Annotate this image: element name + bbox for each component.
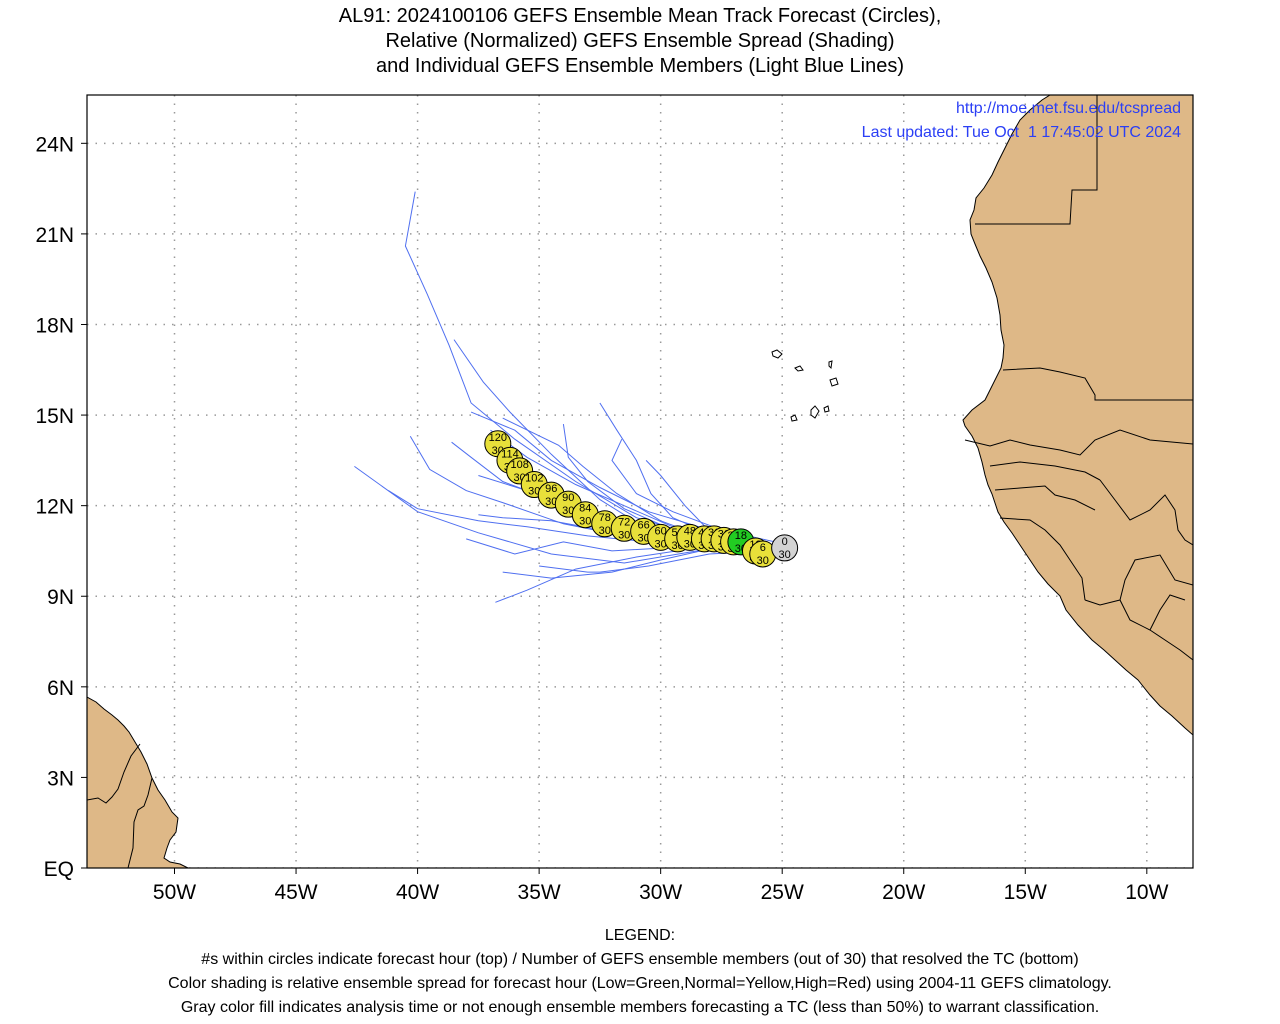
lat-tick-label: 18N [35,314,74,337]
forecast-hour: 6 [760,542,766,554]
forecast-circle: 030 [771,534,799,562]
legend: LEGEND: #s within circles indicate forec… [0,924,1280,1020]
forecast-hour: 102 [525,473,543,485]
lat-lon-grid [87,95,1193,868]
lon-tick-label: 35W [518,881,561,904]
africa-borders [964,95,1193,661]
member-track [495,547,770,603]
member-count: 30 [599,525,611,537]
member-count: 30 [528,486,540,498]
south-america-borders [87,743,153,868]
lon-tick-label: 15W [1004,881,1047,904]
forecast-hour: 120 [489,432,507,444]
member-count: 30 [562,505,574,517]
title-line-3: and Individual GEFS Ensemble Members (Li… [375,55,905,77]
lat-tick-label: 12N [35,496,74,519]
forecast-hour: 114 [501,448,519,460]
member-track [354,465,768,564]
member-track [539,550,768,573]
forecast-hour: 96 [545,483,557,495]
legend-line-2: Color shading is relative ensemble sprea… [168,975,1112,992]
lat-tick-label: 9N [47,586,74,609]
lon-tick-label: 10W [1125,881,1168,904]
legend-line-1: #s within circles indicate forecast hour… [201,951,1079,968]
member-count: 30 [618,529,630,541]
lon-tick-label: 25W [761,881,804,904]
forecast-hour: 108 [510,459,528,471]
lon-tick-label: 40W [396,881,439,904]
forecast-hour: 18 [735,530,747,542]
member-count: 30 [655,538,667,550]
member-count: 30 [779,549,791,561]
member-count: 30 [638,532,650,544]
member-count: 30 [545,496,557,508]
cape-verde-islands [771,349,839,422]
forecast-hour: 0 [782,536,788,548]
member-count: 30 [579,516,591,528]
forecast-hour: 84 [579,503,591,515]
plot-frame [86,94,1194,869]
member-count: 30 [757,555,769,567]
forecast-hour: 60 [655,525,667,537]
legend-line-3: Gray color fill indicates analysis time … [180,999,1100,1016]
lat-tick-label: 3N [47,767,74,790]
lat-tick-label: EQ [44,858,74,881]
axes: 50W 45W 40W 35W 30W 25W 20W 15W 10W EQ 3N 6N 9N 12N 15… [35,133,1168,904]
forecast-hour: 78 [599,512,611,524]
title-line-2: Relative (Normalized) GEFS Ensemble Spre… [385,30,895,52]
lon-tick-label: 20W [882,881,925,904]
forecast-hour: 90 [562,492,574,504]
lat-tick-label: 21N [35,224,74,247]
lon-tick-label: 30W [639,881,682,904]
forecast-circle-fill [771,534,799,562]
credit-url[interactable]: http://moe.met.fsu.edu/tcspread [956,100,1181,117]
member-track [404,191,778,552]
title-line-1: AL91: 2024100106 GEFS Ensemble Mean Trac… [338,5,942,27]
chart-title: AL91: 2024100106 GEFS Ensemble Mean Trac… [0,4,1280,79]
lat-tick-label: 15N [35,405,74,428]
forecast-circle: 630 [749,540,777,568]
legend-heading: LEGEND: [604,927,676,944]
lon-tick-label: 45W [274,881,317,904]
lat-tick-label: 24N [35,133,74,156]
lon-tick-label: 50W [153,881,196,904]
last-updated: Last updated: Tue Oct 1 17:45:02 UTC 202… [862,124,1181,141]
track-map: 1203011430108301023096309030843078307230… [35,94,1194,904]
forecast-hour: 66 [638,519,650,531]
south-america-land [87,696,189,868]
mean-track-circles: 1203011430108301023096309030843078307230… [484,430,799,568]
lat-tick-label: 6N [47,677,74,700]
forecast-hour: 72 [618,516,630,528]
africa-land [962,95,1193,736]
